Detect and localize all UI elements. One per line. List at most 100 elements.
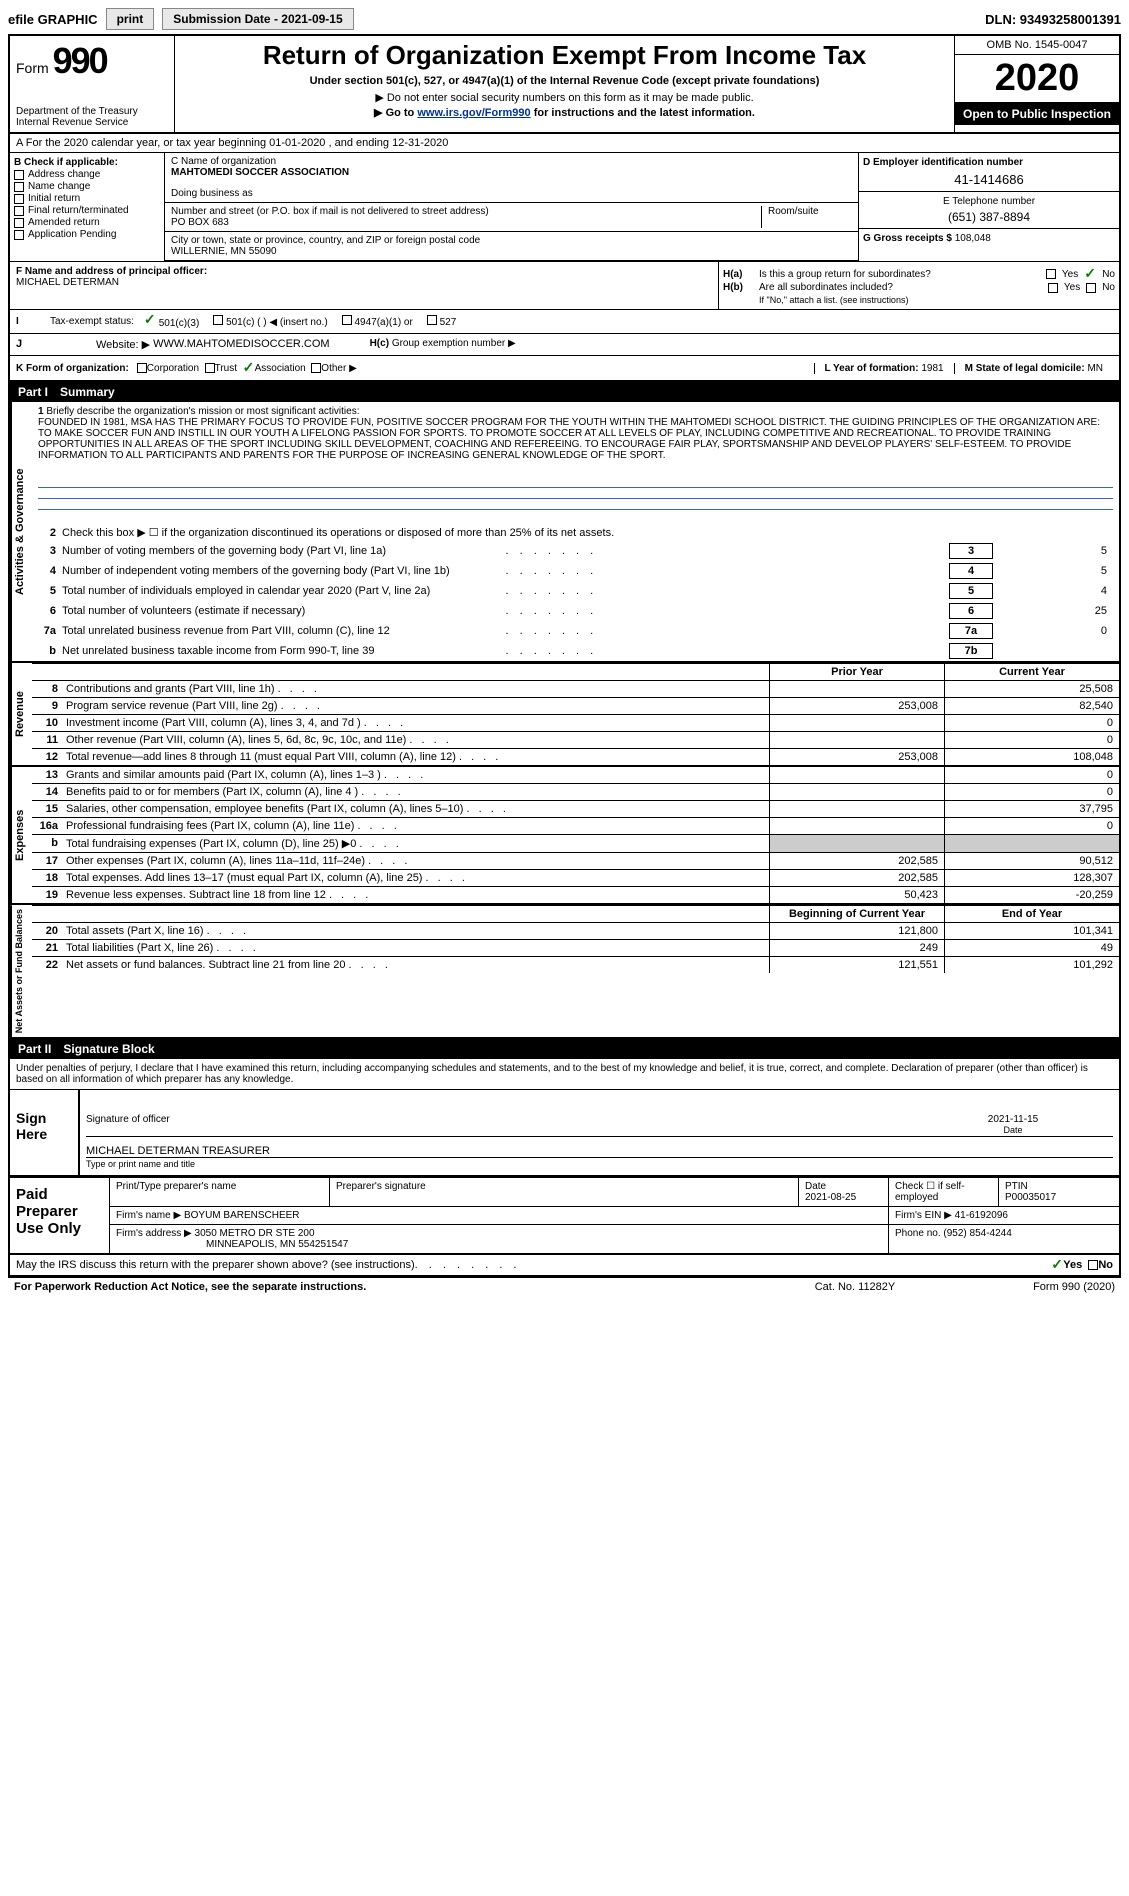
fin-label: Investment income (Part VIII, column (A)… — [62, 715, 769, 731]
discuss-no-checkbox[interactable] — [1088, 1260, 1098, 1270]
firm-city: MINNEAPOLIS, MN 554251547 — [116, 1239, 882, 1250]
hc-label: H(c) — [370, 338, 389, 349]
irs-link[interactable]: www.irs.gov/Form990 — [417, 107, 530, 119]
fin-line: 17 Other expenses (Part IX, column (A), … — [32, 853, 1119, 870]
fin-cy — [944, 835, 1119, 852]
fin-label: Total assets (Part X, line 16) . . . . — [62, 923, 769, 939]
tax-year: 2020 — [955, 55, 1119, 103]
line-box: 6 — [949, 603, 993, 619]
line-num: 2 — [38, 527, 62, 539]
fin-num: 13 — [32, 767, 62, 783]
line-box: 5 — [949, 583, 993, 599]
box-m-label: M State of legal domicile: — [965, 363, 1085, 374]
open-public: Open to Public Inspection — [955, 103, 1119, 125]
hb-no-checkbox[interactable] — [1086, 283, 1096, 293]
ha-yes-checkbox[interactable] — [1046, 269, 1056, 279]
tax-status-text: Tax-exempt status: — [50, 316, 134, 327]
fin-num: 11 — [32, 732, 62, 748]
pp-check-self: Check ☐ if self-employed — [889, 1178, 999, 1206]
line-label: Number of independent voting members of … — [62, 565, 506, 577]
status-527: 527 — [440, 317, 457, 328]
fin-py: 202,585 — [769, 870, 944, 886]
fin-label: Program service revenue (Part VIII, line… — [62, 698, 769, 714]
fin-py — [769, 715, 944, 731]
checkmark-icon — [243, 362, 255, 374]
web-row: J Website: ▶ WWW.MAHTOMEDISOCCER.COM H(c… — [10, 334, 1119, 356]
chk-app: Application Pending — [28, 229, 116, 240]
org-other: Other ▶ — [321, 363, 356, 374]
fin-label: Professional fundraising fees (Part IX, … — [62, 818, 769, 834]
print-button[interactable]: print — [106, 8, 155, 30]
fin-line: 16a Professional fundraising fees (Part … — [32, 818, 1119, 835]
fin-cy: 0 — [944, 818, 1119, 834]
fin-label: Total fundraising expenses (Part IX, col… — [62, 835, 769, 852]
checkbox-initial-return[interactable] — [14, 194, 24, 204]
line-val: 5 — [993, 545, 1113, 557]
fin-py: 50,423 — [769, 887, 944, 903]
submission-date-button[interactable]: Submission Date - 2021-09-15 — [162, 8, 353, 30]
sign-here-label: Sign Here — [10, 1090, 80, 1175]
fin-label: Contributions and grants (Part VIII, lin… — [62, 681, 769, 697]
fin-py — [769, 835, 944, 852]
fin-cy: 108,048 — [944, 749, 1119, 765]
fin-line: 18 Total expenses. Add lines 13–17 (must… — [32, 870, 1119, 887]
checkbox-app-pending[interactable] — [14, 230, 24, 240]
checkbox-amended[interactable] — [14, 218, 24, 228]
checkbox-527[interactable] — [427, 315, 437, 325]
fin-py — [769, 732, 944, 748]
perjury-text: Under penalties of perjury, I declare th… — [10, 1059, 1119, 1090]
year-formation: 1981 — [921, 363, 943, 374]
chk-amend: Amended return — [28, 217, 100, 228]
line-num: 7a — [38, 625, 62, 637]
sig-officer-label: Signature of officer — [86, 1114, 913, 1136]
fin-num: 9 — [32, 698, 62, 714]
fin-cy: 49 — [944, 940, 1119, 956]
firm-name-label: Firm's name ▶ — [116, 1210, 181, 1221]
fin-num: 15 — [32, 801, 62, 817]
line-val: 25 — [993, 605, 1113, 617]
hb-yes-checkbox[interactable] — [1048, 283, 1058, 293]
entity-row: B Check if applicable: Address change Na… — [10, 153, 1119, 262]
checkbox-corp[interactable] — [137, 363, 147, 373]
ha-yes: Yes — [1062, 269, 1078, 280]
box-l-label: L Year of formation: — [825, 363, 919, 374]
boy-header: Beginning of Current Year — [769, 906, 944, 922]
hb-no: No — [1102, 282, 1115, 293]
header-right: OMB No. 1545-0047 2020 Open to Public In… — [954, 36, 1119, 132]
return-title: Return of Organization Exempt From Incom… — [183, 40, 946, 71]
line-num: 3 — [38, 545, 62, 557]
checkbox-other[interactable] — [311, 363, 321, 373]
city-label: City or town, state or province, country… — [171, 235, 852, 246]
status-501c: 501(c) ( ) ◀ (insert no.) — [226, 317, 328, 328]
fin-py — [769, 784, 944, 800]
line-label: Net unrelated business taxable income fr… — [62, 645, 506, 657]
part1-num: Part I — [18, 385, 48, 399]
footer-row: For Paperwork Reduction Act Notice, see … — [8, 1277, 1121, 1296]
fin-line: 11 Other revenue (Part VIII, column (A),… — [32, 732, 1119, 749]
room-suite-label: Room/suite — [762, 206, 852, 228]
checkbox-name-change[interactable] — [14, 182, 24, 192]
firm-addr: 3050 METRO DR STE 200 — [195, 1228, 315, 1239]
city: WILLERNIE, MN 55090 — [171, 246, 852, 257]
line-box: 7b — [949, 643, 993, 659]
fin-line: 10 Investment income (Part VIII, column … — [32, 715, 1119, 732]
chk-addr: Address change — [28, 169, 100, 180]
fin-num: 18 — [32, 870, 62, 886]
fin-py: 249 — [769, 940, 944, 956]
fin-num: 22 — [32, 957, 62, 973]
firm-ein-label: Firm's EIN ▶ — [895, 1210, 952, 1221]
fin-cy: 25,508 — [944, 681, 1119, 697]
checkbox-address-change[interactable] — [14, 170, 24, 180]
fin-py: 253,008 — [769, 749, 944, 765]
checkbox-final-return[interactable] — [14, 206, 24, 216]
ein: 41-1414686 — [863, 172, 1115, 187]
fin-label: Total revenue—add lines 8 through 11 (mu… — [62, 749, 769, 765]
checkbox-trust[interactable] — [205, 363, 215, 373]
fin-num: 19 — [32, 887, 62, 903]
donot-ssn: ▶ Do not enter social security numbers o… — [183, 91, 946, 104]
checkbox-501c[interactable] — [213, 315, 223, 325]
discuss-question: May the IRS discuss this return with the… — [16, 1259, 415, 1271]
checkbox-4947[interactable] — [342, 315, 352, 325]
gross-receipts: 108,048 — [955, 233, 991, 244]
discuss-row: May the IRS discuss this return with the… — [10, 1255, 1119, 1275]
